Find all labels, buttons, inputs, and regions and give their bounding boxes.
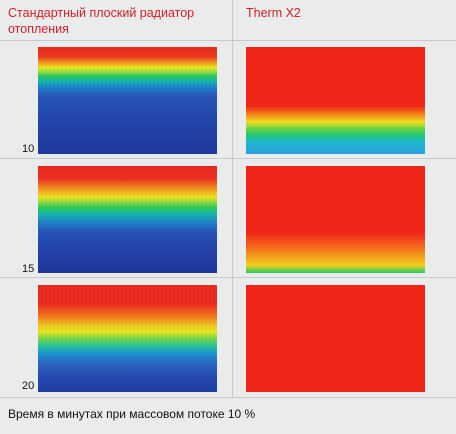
- thermal-image-therm-x2-20: [246, 285, 425, 392]
- header-standard-radiator: Стандартный плоский радиатор отопления: [8, 6, 195, 36]
- caption-footer: Время в минутах при массовом потоке 10 %: [8, 407, 256, 421]
- thermal-image-therm-x2-10: [246, 47, 425, 154]
- row-divider-1: [0, 158, 456, 159]
- time-label-20: 20: [22, 380, 35, 392]
- header-divider: [0, 40, 456, 41]
- column-divider: [232, 0, 233, 397]
- time-label-10: 10: [22, 143, 35, 155]
- time-label-15: 15: [22, 263, 35, 275]
- row-divider-2: [0, 277, 456, 278]
- header-therm-x2: Therm X2: [246, 6, 301, 20]
- footer-divider: [0, 397, 456, 398]
- thermal-image-therm-x2-15: [246, 166, 425, 273]
- thermal-image-standard-20: [38, 285, 217, 392]
- thermal-image-standard-15: [38, 166, 217, 273]
- thermal-image-standard-10: [38, 47, 217, 154]
